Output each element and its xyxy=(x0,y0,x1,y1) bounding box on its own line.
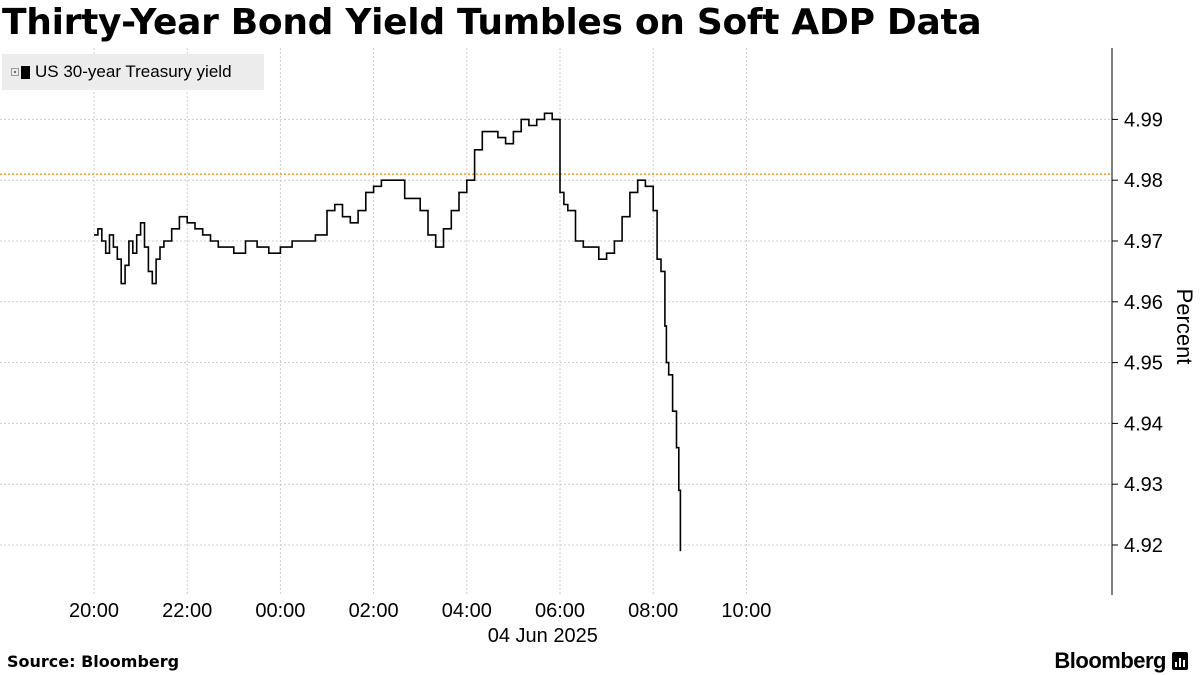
x-tick-label: 04:00 xyxy=(442,600,492,622)
x-axis-label: 04 Jun 2025 xyxy=(488,625,598,647)
y-tick-label: 4.93 xyxy=(1124,474,1163,496)
line-layer xyxy=(94,112,682,552)
chart-title: Thirty-Year Bond Yield Tumbles on Soft A… xyxy=(2,2,982,43)
y-tick-label: 4.96 xyxy=(1124,292,1163,314)
x-tick-label: 00:00 xyxy=(255,600,305,622)
legend-swatch xyxy=(21,65,30,79)
x-tick-label: 22:00 xyxy=(162,600,212,622)
x-tick-label: 06:00 xyxy=(535,600,585,622)
source-note: Source: Bloomberg xyxy=(7,652,180,671)
x-tick-label: 08:00 xyxy=(628,600,678,622)
brand-name: Bloomberg xyxy=(1054,648,1166,673)
y-tick-label: 4.92 xyxy=(1124,535,1163,557)
label-layer: 20:00 22:00 00:00 02:00 04:00 06:00 08:00 10:00… xyxy=(69,109,1197,647)
x-tick-label: 20:00 xyxy=(69,600,119,622)
y-tick-label: 4.98 xyxy=(1124,170,1163,192)
legend-toggle-icon[interactable] xyxy=(11,68,19,76)
y-tick-label: 4.94 xyxy=(1124,413,1163,435)
grid-layer xyxy=(0,48,1112,595)
x-tick-label: 02:00 xyxy=(349,600,399,622)
y-tick-label: 4.95 xyxy=(1124,353,1163,375)
legend-label: US 30-year Treasury yield xyxy=(35,62,232,81)
series-line xyxy=(94,112,682,552)
axis-layer xyxy=(1111,48,1118,595)
y-tick-label: 4.97 xyxy=(1124,231,1163,253)
brand-logo: Bloomberg xyxy=(1054,648,1188,674)
legend[interactable]: US 30-year Treasury yield xyxy=(2,54,264,90)
y-tick-label: 4.99 xyxy=(1124,109,1163,131)
x-tick-label: 10:00 xyxy=(721,600,771,622)
bloomberg-terminal-icon xyxy=(1172,652,1188,670)
y-axis-title: Percent xyxy=(1172,289,1197,365)
